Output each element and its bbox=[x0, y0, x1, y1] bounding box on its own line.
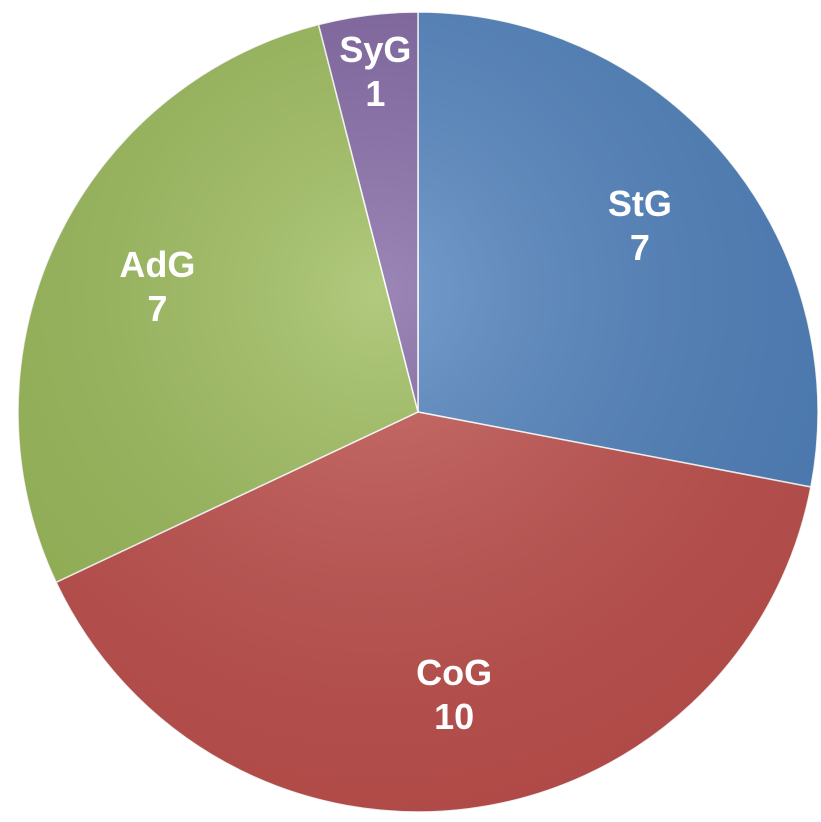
slice-label-value: 1 bbox=[365, 73, 385, 114]
slice-label-name: StG bbox=[608, 183, 672, 224]
slice-label-value: 7 bbox=[630, 227, 650, 268]
pie-slice bbox=[417, 11, 819, 488]
slice-label-value: 7 bbox=[147, 288, 167, 329]
slice-label-value: 10 bbox=[434, 696, 474, 737]
slice-label-name: AdG bbox=[119, 244, 195, 285]
slice-label-name: SyG bbox=[339, 29, 411, 70]
slice-label-name: CoG bbox=[416, 652, 492, 693]
